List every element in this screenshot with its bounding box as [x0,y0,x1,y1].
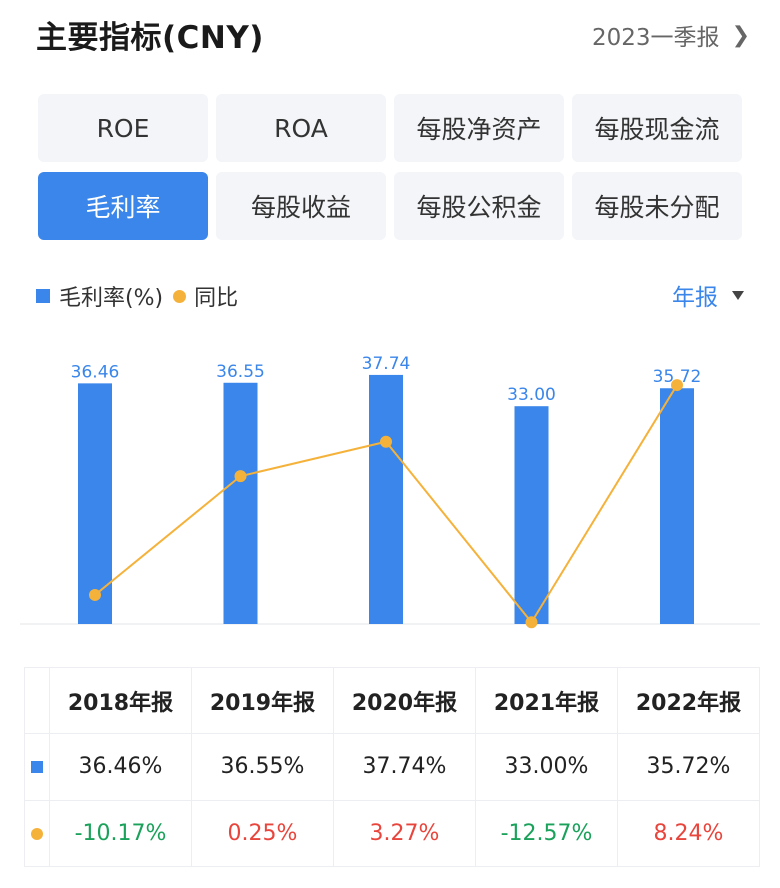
tab-undistributed-per-share[interactable]: 每股未分配 [572,172,742,240]
bar-value-label: 37.74 [362,354,411,374]
data-table: 2018年报 2019年报 2020年报 2021年报 2022年报 36.46… [24,666,760,868]
row-key-bar [24,733,50,801]
table-header-cell: 2022年报 [617,666,760,735]
bar-legend-swatch [36,289,50,303]
table-header-cell: 2020年报 [333,666,476,735]
yoy-point-2018年报 [89,588,101,601]
gross-margin-chart: 36.46 36.55 37.74 33.00 35.72 [20,354,760,629]
page-title: 主要指标(CNY) [36,20,264,56]
table-cell: 36.55% [191,733,334,801]
bar-legend-label: 毛利率(%) [59,286,164,311]
chart-legend: 毛利率(%) 同比 年报 [36,278,750,314]
frequency-label: 年报 [672,285,718,311]
table-cell: 3.27% [333,799,476,868]
table-cell: 37.74% [333,733,476,801]
table-corner-cell [24,666,50,735]
table-cell: -10.17% [49,799,192,868]
period-label: 2023一季报 [592,25,720,51]
table-cell: -12.57% [475,799,618,868]
bar-2021年报 [514,406,549,624]
table-cell: 36.46% [49,733,192,801]
bar-marker-icon [31,761,43,774]
table-header-cell: 2021年报 [475,666,618,735]
yoy-point-2022年报 [671,379,683,392]
tab-eps[interactable]: 每股收益 [216,172,386,240]
bar-2020年报 [369,374,403,624]
tab-roe[interactable]: ROE [38,94,208,162]
caret-down-icon [732,290,744,300]
table-row-gross-margin: 36.46% 36.55% 37.74% 33.00% 35.72% [24,733,760,801]
bar-value-label: 36.46 [71,362,120,382]
chevron-right-icon: ❯ [731,22,750,48]
bar-value-label: 36.55 [216,362,265,382]
tab-reserve-per-share[interactable]: 每股公积金 [394,172,564,240]
bar-value-label: 33.00 [507,385,556,405]
line-legend-label: 同比 [194,286,239,311]
header: 主要指标(CNY) 2023一季报 ❯ [0,0,780,68]
yoy-point-2020年报 [380,435,392,448]
period-selector[interactable]: 2023一季报 ❯ [592,18,750,52]
frequency-dropdown[interactable]: 年报 [672,278,750,312]
bar-2022年报 [660,388,694,624]
table-header-cell: 2018年报 [49,666,192,735]
tab-gross-margin[interactable]: 毛利率 [38,172,208,240]
table-header-row: 2018年报 2019年报 2020年报 2021年报 2022年报 [24,666,760,735]
row-key-line [24,799,50,868]
bar-2019年报 [223,382,258,624]
tab-net-assets-per-share[interactable]: 每股净资产 [394,94,564,162]
bar-2018年报 [78,383,112,624]
yoy-point-2019年报 [234,470,247,483]
table-cell: 0.25% [191,799,334,868]
bar-value-label: 35.72 [653,367,702,387]
tab-cash-flow-per-share[interactable]: 每股现金流 [572,94,742,162]
table-row-yoy: -10.17% 0.25% 3.27% -12.57% 8.24% [24,799,760,868]
yoy-point-2021年报 [525,616,538,629]
table-cell: 8.24% [617,799,760,868]
table-header-cell: 2019年报 [191,666,334,735]
tab-roa[interactable]: ROA [216,94,386,162]
line-legend-swatch [173,289,187,303]
metric-tabs: ROE ROA 每股净资产 每股现金流 毛利率 每股收益 每股公积金 每股未分配 [38,94,742,240]
dot-marker-icon [31,827,43,840]
table-cell: 35.72% [617,733,760,801]
table-cell: 33.00% [475,733,618,801]
